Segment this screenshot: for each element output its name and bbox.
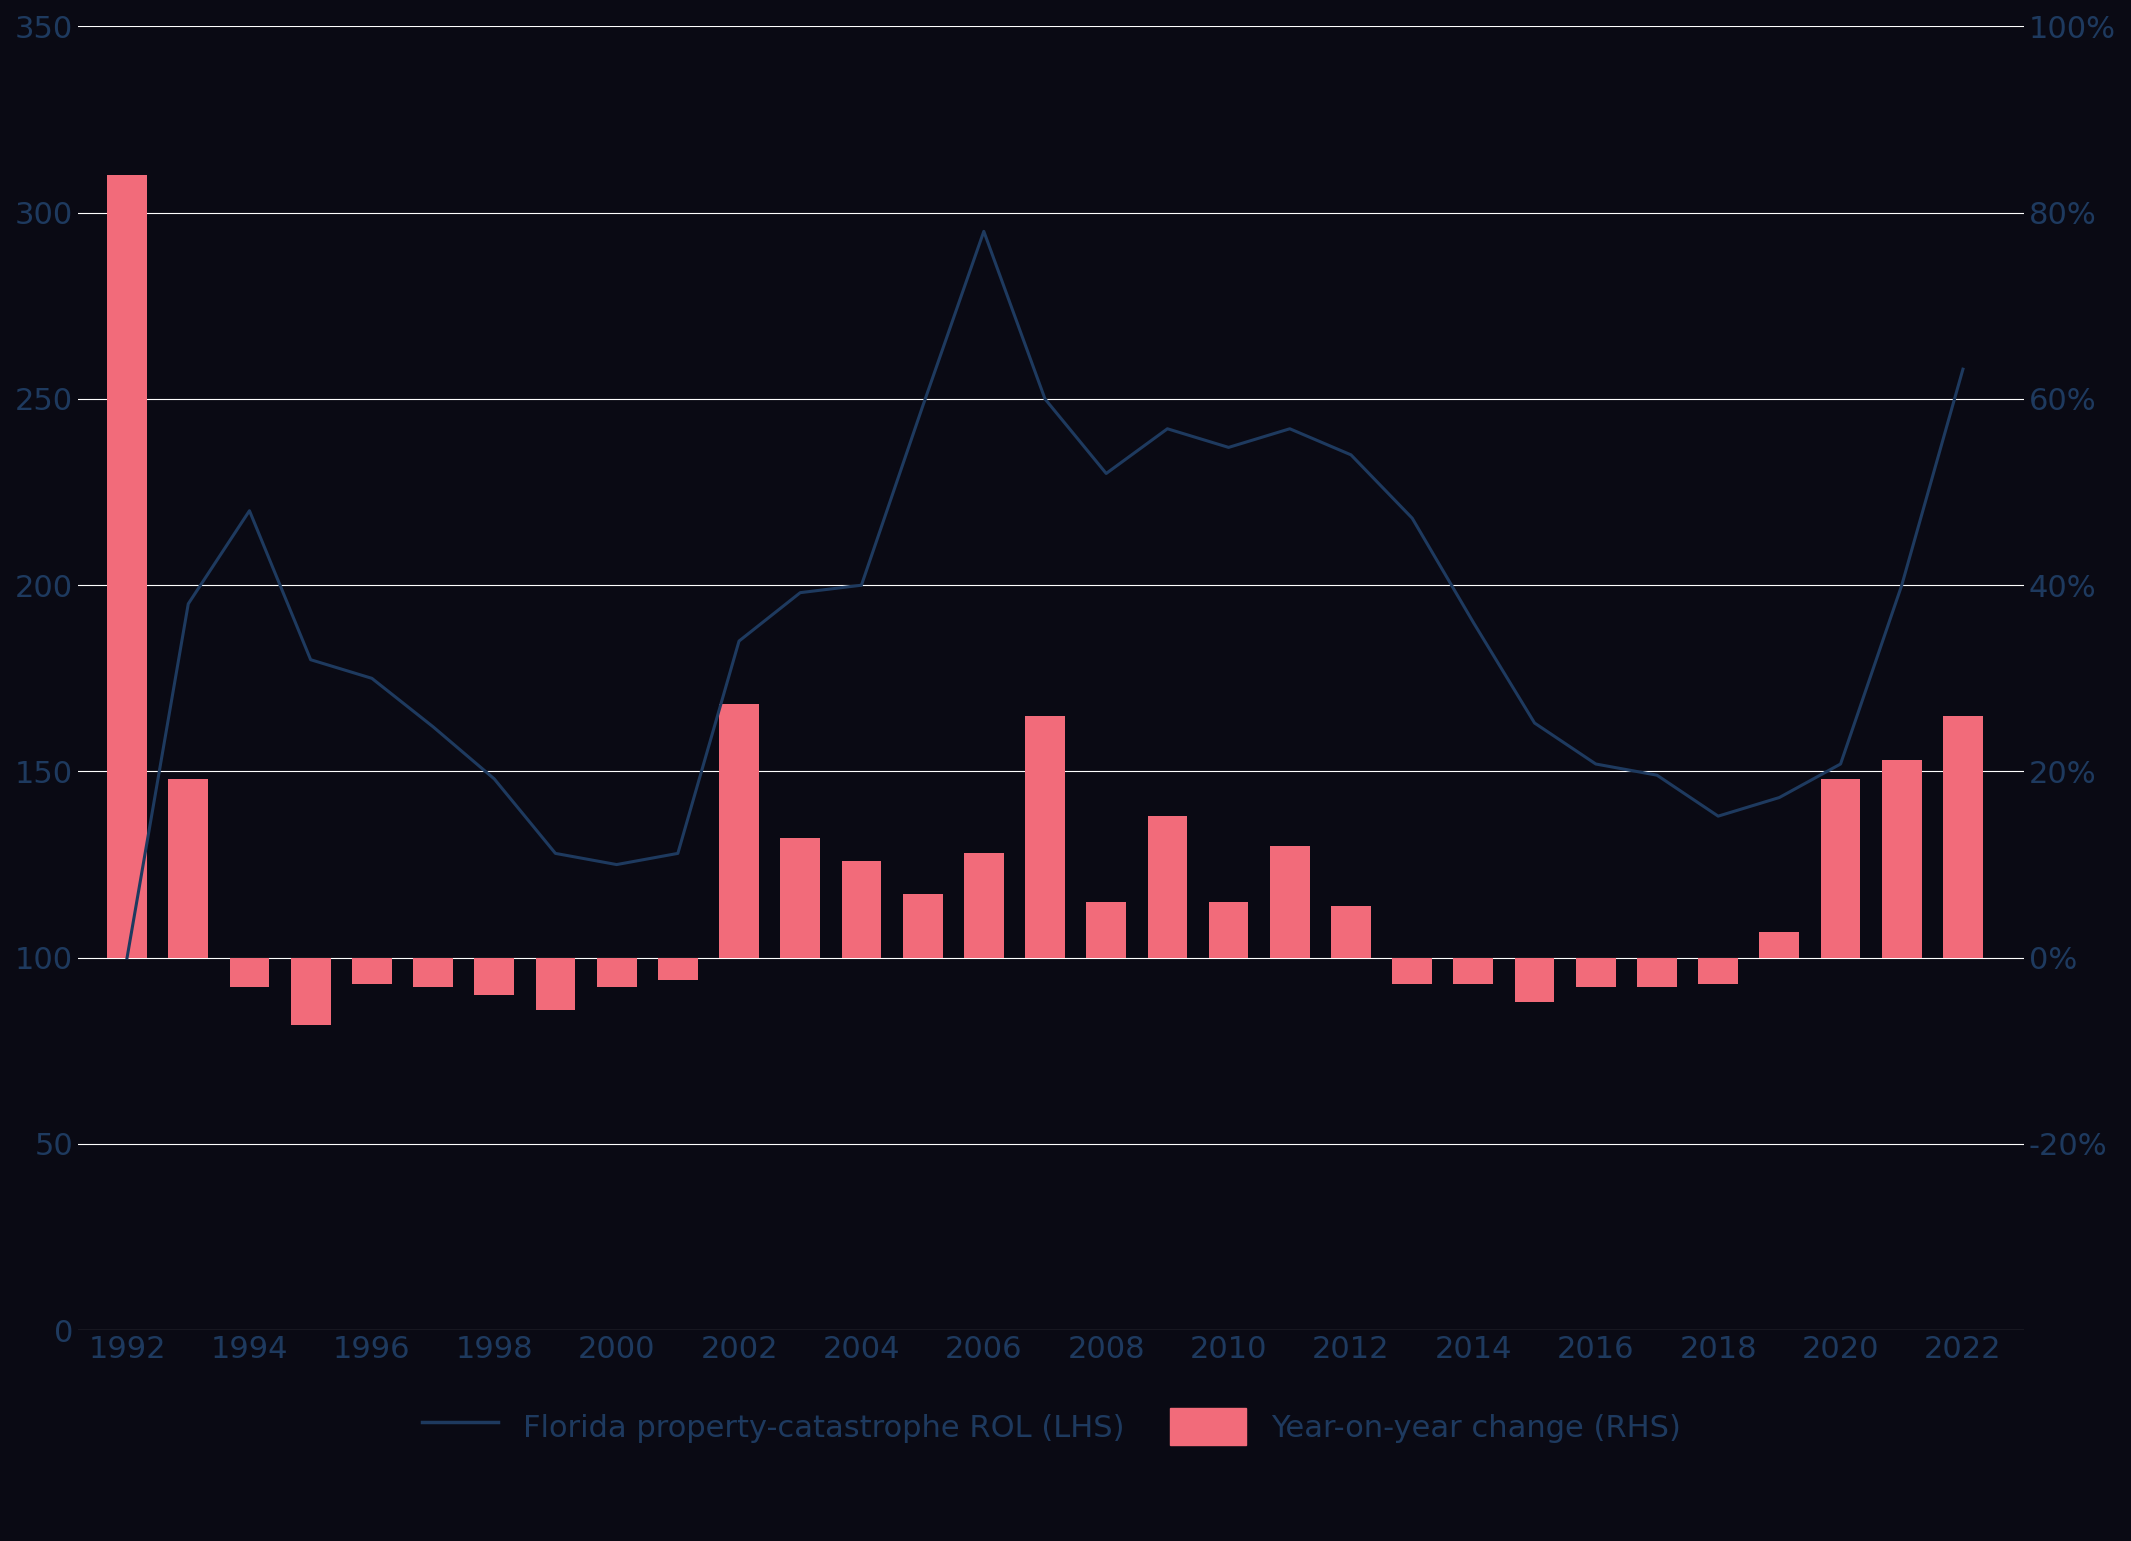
Bar [1577, 957, 1615, 988]
Bar [1087, 901, 1125, 957]
Bar [475, 957, 514, 995]
Bar [904, 894, 942, 957]
Bar [535, 957, 575, 1009]
Bar [352, 957, 392, 983]
Legend: Florida property-catastrophe ROL (LHS), Year-on-year change (RHS): Florida property-catastrophe ROL (LHS), … [422, 1408, 1681, 1445]
Bar [597, 957, 637, 988]
Bar [1943, 715, 1982, 957]
Bar [413, 957, 454, 988]
Bar [290, 957, 330, 1025]
Bar [842, 861, 882, 957]
Bar [1760, 932, 1799, 957]
Bar [1270, 846, 1311, 957]
Bar [1453, 957, 1494, 983]
Bar [1208, 901, 1249, 957]
Bar [1637, 957, 1677, 988]
Bar [1698, 957, 1739, 983]
Bar [1515, 957, 1553, 1002]
Bar [230, 957, 269, 988]
Bar [1820, 778, 1860, 957]
Bar [1332, 906, 1370, 957]
Bar [168, 778, 209, 957]
Bar [1146, 817, 1187, 957]
Bar [780, 838, 820, 957]
Bar [963, 854, 1004, 957]
Bar [718, 704, 759, 957]
Bar [658, 957, 697, 980]
Bar [1882, 760, 1922, 957]
Bar [1392, 957, 1432, 983]
Bar [1025, 715, 1066, 957]
Bar [107, 176, 147, 957]
